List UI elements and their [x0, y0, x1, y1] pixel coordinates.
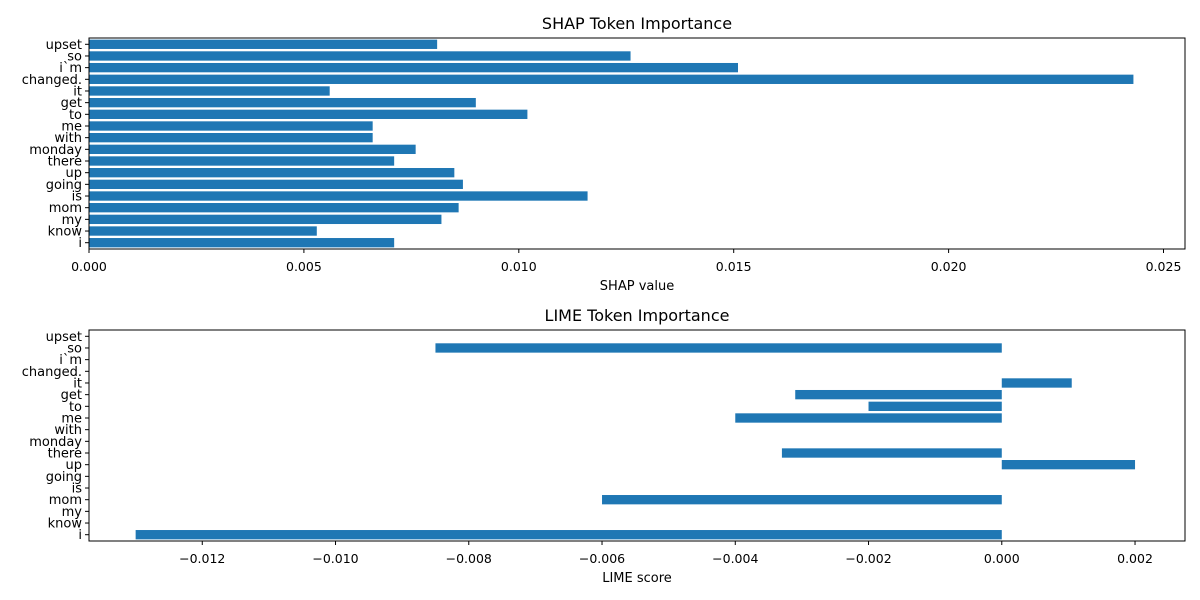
shap-chart-title: SHAP Token Importance — [542, 14, 732, 33]
lime-bar — [602, 495, 1002, 505]
shap-y-tick-label: up — [66, 166, 83, 181]
lime-y-tick-label: know — [48, 517, 83, 532]
shap-y-tick-label: know — [48, 225, 83, 240]
shap-bar — [89, 62, 739, 73]
shap-bar — [89, 214, 442, 225]
shap-bar — [89, 168, 455, 178]
shap-bar — [89, 51, 631, 61]
shap-y-tick-label: get — [61, 96, 82, 111]
lime-y-tick-label: to — [69, 400, 82, 415]
shap-y-tick-label: i — [78, 236, 82, 251]
shap-plot-frame — [88, 37, 1186, 250]
lime-bar — [781, 448, 1002, 458]
lime-y-tick-label: my — [62, 505, 83, 520]
lime-y-tick-label: so — [67, 341, 82, 356]
lime-x-tick-label: −0.006 — [579, 551, 625, 566]
lime-y-tick-label: get — [61, 388, 82, 403]
lime-y-tick-label: going — [46, 470, 82, 485]
shap-x-tick-label: 0.005 — [286, 259, 322, 274]
lime-x-tick-label: −0.004 — [712, 551, 758, 566]
shap-bar — [89, 86, 330, 96]
shap-y-tick-label: it — [73, 84, 82, 99]
shap-x-tick-label: 0.010 — [501, 259, 537, 274]
shap-bar — [89, 74, 1134, 84]
lime-y-tick-label: there — [48, 447, 82, 462]
lime-y-tick-label: it — [73, 376, 82, 391]
shap-bar — [89, 97, 476, 108]
lime-y-tick-label: upset — [46, 330, 82, 345]
lime-bar — [435, 343, 1002, 353]
lime-y-tick-label: i`m — [59, 353, 82, 368]
shap-y-tick-label: i`m — [59, 61, 82, 76]
lime-y-tick-label: me — [61, 411, 82, 426]
shap-bar — [89, 109, 528, 119]
lime-x-tick-label: −0.008 — [446, 551, 492, 566]
lime-x-axis-label: LIME score — [602, 571, 672, 586]
lime-bar — [735, 413, 1002, 423]
lime-bar — [135, 530, 1002, 540]
shap-x-axis-label: SHAP value — [600, 279, 674, 294]
shap-bar — [89, 156, 395, 166]
lime-y-tick-label: monday — [29, 435, 82, 450]
shap-y-tick-label: there — [48, 155, 82, 170]
shap-bar — [89, 39, 438, 49]
shap-bar — [89, 144, 416, 155]
shap-y-tick-label: is — [72, 190, 83, 205]
lime-plot-frame — [88, 329, 1186, 542]
lime-bar — [1001, 460, 1136, 470]
shap-y-tick-label: me — [61, 119, 82, 134]
lime-y-tick-label: with — [54, 423, 82, 438]
lime-y-tick-label: i — [78, 528, 82, 543]
shap-bar — [89, 132, 373, 143]
shap-bar — [89, 191, 588, 201]
lime-y-tick-label: is — [72, 482, 83, 497]
lime-chart-title: LIME Token Importance — [545, 306, 730, 325]
lime-bar — [795, 389, 1002, 400]
shap-y-tick-label: my — [62, 213, 83, 228]
shap-bar — [89, 121, 373, 131]
shap-bar — [89, 238, 395, 248]
lime-chart: LIME Token Importance LIME score iknowmy… — [22, 306, 1186, 586]
shap-y-tick-label: with — [54, 131, 82, 146]
shap-x-tick-label: 0.020 — [931, 259, 967, 274]
shap-y-tick-label: so — [67, 49, 82, 64]
shap-y-tick-label: monday — [29, 143, 82, 158]
shap-y-tick-label: upset — [46, 38, 82, 53]
lime-bar — [868, 401, 1002, 411]
shap-chart: SHAP Token Importance SHAP value iknowmy… — [22, 14, 1186, 294]
lime-x-tick-label: −0.010 — [312, 551, 358, 566]
shap-bar — [89, 203, 459, 213]
shap-x-tick-label: 0.015 — [716, 259, 752, 274]
lime-x-tick-label: 0.002 — [1117, 551, 1153, 566]
shap-x-tick-label: 0.025 — [1146, 259, 1182, 274]
shap-y-tick-label: to — [69, 108, 82, 123]
shap-x-tick-label: 0.000 — [71, 259, 107, 274]
lime-y-tick-label: changed. — [22, 365, 82, 380]
shap-y-tick-label: mom — [49, 201, 82, 216]
shap-y-tick-label: going — [46, 178, 82, 193]
shap-bar — [89, 226, 317, 236]
lime-x-tick-label: −0.002 — [845, 551, 891, 566]
lime-x-tick-label: 0.000 — [984, 551, 1020, 566]
shap-y-tick-label: changed. — [22, 73, 82, 88]
lime-y-tick-label: up — [66, 458, 83, 473]
lime-bar — [1001, 378, 1072, 388]
shap-bar — [89, 179, 463, 190]
lime-x-tick-label: −0.012 — [179, 551, 225, 566]
lime-y-tick-label: mom — [49, 493, 82, 508]
